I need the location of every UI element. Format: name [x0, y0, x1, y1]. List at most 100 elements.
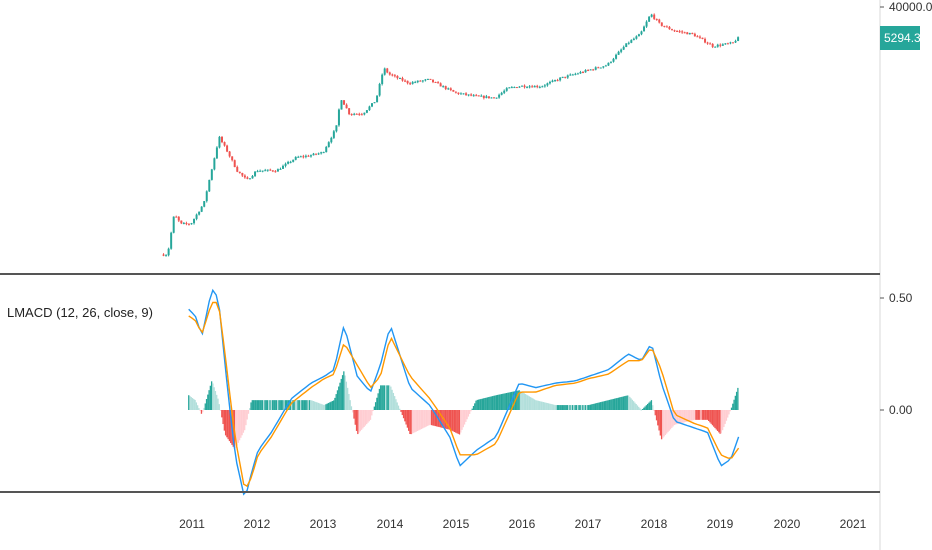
histogram-bar — [685, 410, 687, 423]
histogram-bar — [566, 405, 569, 410]
histogram-bar — [729, 410, 731, 412]
histogram-bar — [390, 386, 392, 410]
price-candle — [487, 96, 490, 99]
price-candle — [363, 112, 366, 116]
histogram-bar — [415, 410, 417, 432]
price-candle — [419, 80, 422, 82]
histogram-bar — [386, 385, 388, 410]
price-candle — [515, 86, 518, 89]
histogram-bar — [704, 410, 706, 420]
histogram-bar — [401, 410, 403, 416]
histogram-bar — [491, 396, 494, 410]
histogram-bar — [666, 410, 668, 434]
price-candle — [676, 30, 679, 32]
histogram-bar — [493, 395, 495, 410]
histogram-bar — [556, 405, 559, 410]
histogram-bar — [676, 410, 678, 425]
histogram-bar — [615, 398, 617, 410]
histogram-bar — [448, 410, 450, 430]
histogram-bar — [268, 400, 270, 410]
histogram-bar — [552, 404, 555, 410]
price-candle — [312, 152, 315, 156]
histogram-bar — [414, 410, 416, 433]
histogram-bar — [716, 410, 719, 431]
price-candle — [630, 39, 633, 44]
price-candle — [645, 20, 648, 28]
histogram-bar — [636, 405, 639, 410]
histogram-bar — [282, 400, 284, 410]
histogram-bar — [222, 410, 224, 425]
histogram-bar — [278, 400, 280, 410]
histogram-bar — [408, 410, 410, 431]
histogram-bar — [246, 410, 248, 420]
price-candle — [162, 253, 165, 257]
histogram-bar — [218, 404, 220, 410]
indicator-pane — [188, 288, 740, 496]
histogram-bar — [284, 400, 287, 410]
histogram-bar — [271, 400, 274, 410]
histogram-bar — [466, 410, 468, 420]
histogram-bar — [593, 403, 595, 410]
price-candle — [559, 77, 562, 82]
histogram-bar — [396, 402, 398, 410]
histogram-bar — [207, 394, 209, 410]
histogram-bar — [221, 410, 223, 418]
histogram-bar — [247, 410, 250, 414]
histogram-bar — [322, 404, 325, 410]
price-candle — [398, 77, 401, 80]
histogram-bar — [435, 410, 438, 427]
histogram-bar — [599, 402, 602, 410]
price-candle — [442, 85, 445, 88]
histogram-bar — [597, 402, 599, 410]
price-candle — [190, 222, 193, 225]
histogram-bar — [252, 400, 255, 410]
price-candle — [429, 78, 432, 80]
time-axis[interactable]: 2011 2012 2013 2014 2015 2016 2017 2018 … — [179, 517, 867, 531]
price-candle — [343, 100, 346, 105]
histogram-bar — [686, 410, 688, 422]
histogram-bar — [380, 385, 382, 410]
histogram-bar — [674, 410, 677, 425]
histogram-bar — [383, 385, 386, 410]
price-candle — [673, 29, 676, 32]
histogram-bar — [606, 400, 608, 410]
histogram-bar — [416, 410, 419, 431]
histogram-bar — [640, 409, 642, 411]
price-candle — [482, 95, 485, 100]
price-pane — [162, 13, 740, 257]
price-candle — [518, 86, 521, 88]
histogram-bar — [589, 404, 592, 410]
histogram-bar — [532, 398, 534, 410]
histogram-bar — [260, 400, 262, 410]
price-candle — [388, 71, 391, 76]
histogram-bar — [296, 400, 298, 410]
price-candle — [182, 222, 185, 225]
histogram-bar — [385, 385, 387, 410]
histogram-bar — [446, 410, 448, 429]
histogram-bar — [527, 395, 529, 410]
time-label-2019: 2019 — [707, 517, 734, 531]
indicator-tick-000: 0.00 — [889, 403, 913, 417]
histogram-bar — [341, 375, 344, 410]
price-candle — [302, 154, 305, 159]
histogram-bar — [644, 406, 646, 410]
histogram-bar — [348, 393, 350, 410]
price-candle — [620, 48, 623, 54]
price-candle — [462, 93, 465, 95]
indicator-label[interactable]: LMACD (12, 26, close, 9) — [7, 305, 153, 320]
histogram-bar — [317, 402, 320, 410]
histogram-bar — [499, 394, 501, 410]
histogram-bar — [193, 399, 195, 410]
price-candle — [393, 74, 396, 78]
histogram-bar — [302, 400, 304, 410]
price-candle — [241, 172, 244, 178]
histogram-bar — [458, 410, 461, 435]
histogram-bar — [285, 400, 288, 410]
histogram-bar — [477, 399, 480, 410]
histogram-bar — [463, 410, 466, 425]
histogram-bar — [264, 400, 266, 410]
time-label-2012: 2012 — [244, 517, 271, 531]
histogram-bar — [533, 399, 536, 410]
price-candle — [554, 79, 557, 82]
price-candle — [569, 73, 572, 76]
